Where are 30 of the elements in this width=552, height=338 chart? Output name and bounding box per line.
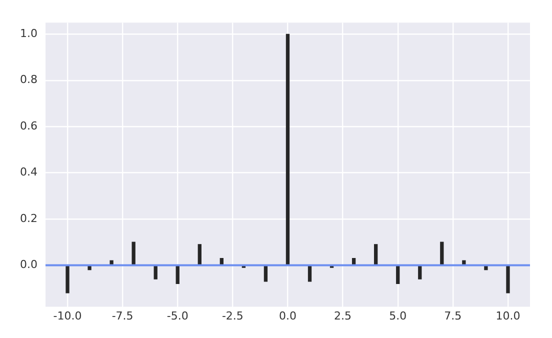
- y-tick-label: 1.0: [20, 27, 38, 40]
- y-tick-label: 0.8: [20, 73, 38, 86]
- bar: [396, 265, 400, 284]
- bar: [286, 34, 290, 265]
- x-tick-label: 2.5: [334, 309, 352, 322]
- x-tick-label: -5.0: [166, 309, 188, 322]
- bar: [418, 265, 422, 280]
- bar: [374, 244, 378, 265]
- x-tick-label: 0.0: [278, 309, 296, 322]
- bar: [440, 242, 444, 265]
- x-tick-label: -2.5: [222, 309, 244, 322]
- y-tick-label: 0.4: [20, 166, 38, 179]
- x-tick-label: 5.0: [389, 309, 407, 322]
- bar: [66, 265, 70, 294]
- bar: [506, 265, 510, 294]
- bar: [264, 265, 268, 282]
- x-tick-label: -7.5: [112, 309, 134, 322]
- y-tick-label: 0.0: [20, 258, 38, 272]
- bar: [154, 265, 158, 280]
- bar: [176, 265, 180, 284]
- x-tick-label: -10.0: [53, 309, 82, 322]
- x-tick-label: 7.5: [444, 309, 462, 322]
- bar: [88, 265, 92, 270]
- y-tick-label: 0.6: [20, 119, 38, 132]
- x-tick-label: 10.0: [496, 309, 520, 322]
- bar: [308, 265, 312, 282]
- bar: [132, 242, 136, 265]
- bar: [484, 265, 488, 270]
- bar: [198, 244, 202, 265]
- y-tick-label: 0.2: [20, 212, 38, 225]
